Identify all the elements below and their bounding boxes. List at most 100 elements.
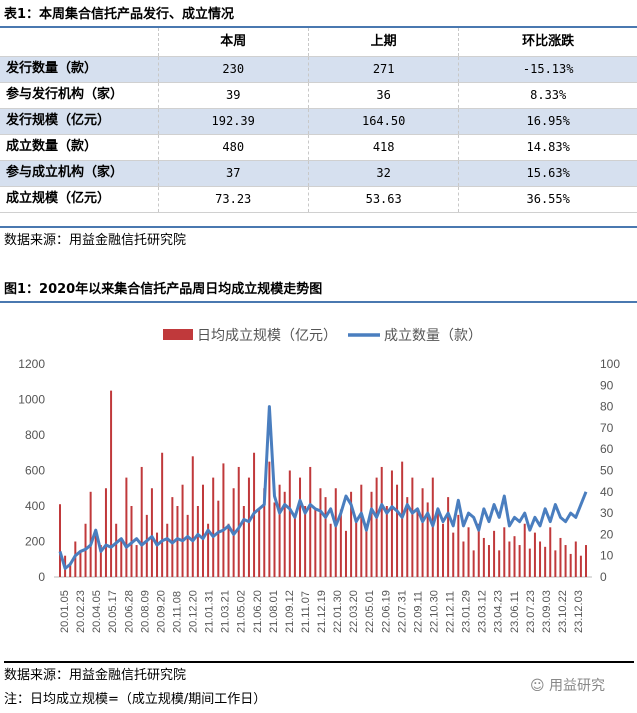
bar: [370, 491, 373, 577]
x-axis-tick: 21.12.19: [316, 590, 328, 633]
bar: [375, 477, 378, 577]
bar: [503, 527, 506, 577]
bar: [482, 537, 485, 577]
bar: [120, 537, 123, 577]
bar: [579, 555, 582, 577]
bar: [472, 550, 475, 577]
bar: [447, 497, 450, 577]
table-top-rule: [0, 26, 637, 28]
bar: [135, 545, 138, 577]
row-label: 参与成立机构（家）: [0, 160, 158, 187]
bar: [283, 491, 286, 577]
right-axis-tick: 30: [600, 506, 614, 520]
bar: [390, 470, 393, 577]
x-axis-tick: 22.03.20: [348, 590, 360, 633]
wechat-icon: ☺: [530, 678, 550, 694]
table-row: 参与成立机构（家） 37 32 15.63%: [0, 160, 637, 187]
cell-prev: 418: [307, 134, 459, 161]
bar: [442, 523, 445, 577]
right-axis-tick: 70: [600, 421, 614, 435]
row-label: 成立数量（款）: [0, 134, 158, 161]
bar: [498, 550, 501, 577]
bar: [242, 506, 245, 577]
bar: [171, 497, 174, 577]
left-axis-tick: 800: [25, 428, 45, 442]
bar: [201, 484, 204, 577]
bar: [161, 452, 164, 577]
bar: [344, 530, 347, 577]
cell-cur: 37: [157, 160, 309, 187]
bar: [186, 514, 189, 577]
left-axis-tick: 1200: [18, 357, 45, 371]
bar: [487, 545, 490, 577]
right-axis-tick: 20: [600, 527, 614, 541]
bar: [493, 530, 496, 577]
x-axis-tick: 20.02.23: [75, 590, 87, 633]
right-axis-tick: 40: [600, 485, 614, 499]
figure-note: 注：日均成立规模=（成立规模/期间工作日）: [4, 692, 267, 707]
bar: [355, 520, 358, 577]
figure-title: 图1：2020年以来集合信托产品周日均成立规模走势图: [4, 282, 323, 297]
legend-line-label: 成立数量（款）: [384, 327, 482, 343]
bar: [544, 546, 547, 577]
header-cell: 上期: [307, 28, 459, 57]
chart: 日均成立规模（亿元） 成立数量（款） 0 200 400 600 800 1000 1200 0 1…: [18, 327, 620, 633]
right-axis-tick: 0: [600, 570, 607, 584]
left-axis-tick: 1000: [18, 393, 45, 407]
figure-source: 数据来源：用益金融信托研究院: [4, 668, 187, 683]
cell-cur: 73.23: [157, 186, 309, 213]
bar: [125, 477, 128, 577]
cell-prev: 164.50: [307, 108, 459, 135]
bar: [477, 523, 480, 577]
cell-prev: 53.63: [307, 186, 459, 213]
right-axis-tick: 60: [600, 442, 614, 456]
bar: [426, 502, 429, 577]
figure-top-rule: [0, 301, 637, 303]
bar: [334, 488, 337, 577]
table-row: 成立数量（款） 480 418 14.83%: [0, 134, 637, 161]
bar: [150, 488, 153, 577]
cell-chg: 36.55%: [458, 186, 637, 213]
bar: [207, 523, 210, 577]
cell-chg: 14.83%: [458, 134, 637, 161]
row-label: 参与发行机构（家）: [0, 82, 158, 109]
x-axis-tick: 22.09.11: [412, 591, 424, 633]
summary-table: 本周 上期 环比涨跌 发行数量（款） 230 271 -15.13% 参与发行机构（家）…: [0, 28, 637, 213]
bar: [365, 523, 368, 577]
bar: [360, 484, 363, 577]
x-axis-tick: 20.06.28: [123, 590, 135, 633]
cell-chg: 16.95%: [458, 108, 637, 135]
bar: [94, 532, 97, 577]
bar: [247, 477, 250, 577]
x-axis-tick: 22.12.11: [445, 591, 457, 633]
bar: [569, 553, 572, 577]
bar: [329, 523, 332, 577]
bar: [217, 500, 220, 577]
bar: [299, 477, 302, 577]
x-axis-tick: 23.06.11: [509, 591, 521, 633]
x-axis-tick: 21.01.31: [204, 590, 216, 633]
right-axis-tick: 100: [600, 357, 620, 371]
line-series: [58, 405, 588, 570]
x-axis-tick: 22.05.01: [364, 590, 376, 633]
bar: [212, 477, 215, 577]
bar: [304, 506, 307, 577]
x-axis-tick: 21.09.12: [284, 590, 296, 633]
right-axis-tick: 10: [600, 549, 614, 563]
bar: [416, 509, 419, 577]
bar: [574, 541, 577, 577]
bar: [79, 550, 82, 577]
x-axis-tick: 21.03.21: [220, 590, 232, 633]
bar: [585, 545, 587, 577]
left-axis-tick: 600: [25, 464, 45, 478]
bar: [319, 488, 322, 577]
x-axis-tick: 20.01.05: [59, 590, 71, 633]
left-axis-tick: 400: [25, 499, 45, 513]
cell-chg: -15.13%: [458, 56, 637, 83]
bar: [406, 497, 409, 577]
x-axis-tick: 20.12.20: [188, 590, 200, 633]
bar: [99, 545, 102, 577]
header-cell: 环比涨跌: [458, 28, 637, 57]
bar: [396, 484, 399, 577]
cell-cur: 480: [157, 134, 309, 161]
